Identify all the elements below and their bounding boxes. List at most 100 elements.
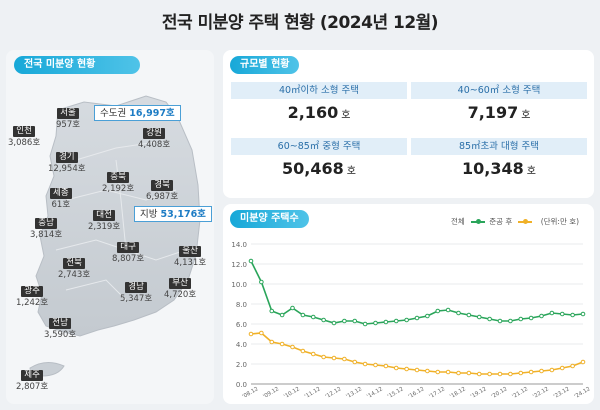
data-point — [549, 310, 555, 316]
data-point — [383, 319, 389, 325]
size-panel: 규모별 현황 40㎡이하 소형 주택 2,160 호 40~60㎡ 소형 주택 7… — [223, 50, 594, 198]
data-point — [259, 279, 264, 285]
data-point — [383, 363, 389, 369]
data-point — [290, 344, 295, 350]
region-jeonnam: 전남 3,590호 — [44, 318, 77, 340]
x-tick-label: '09.12 — [262, 386, 280, 400]
x-tick-label: '17.12 — [428, 386, 446, 400]
data-point — [570, 312, 575, 318]
x-tick-label: '12.12 — [325, 386, 343, 400]
data-point — [342, 318, 347, 324]
y-tick-label: 4.0 — [236, 341, 247, 349]
x-tick-label: '21.12 — [511, 386, 529, 400]
region-gangwon: 강원 4,408호 — [138, 128, 171, 150]
size-cell-60-85: 60~85㎡ 중형 주택 50,468 호 — [231, 138, 407, 196]
data-point — [393, 318, 399, 324]
region-jeju: 제주 2,807호 — [16, 370, 49, 392]
data-point — [321, 317, 326, 323]
data-point — [321, 354, 326, 360]
region-seoul: 서울 957호 — [56, 108, 81, 130]
data-point — [528, 315, 534, 321]
data-point — [404, 317, 409, 323]
page-title: 전국 미분양 주택 현황 (2024년 12월) — [161, 13, 439, 33]
data-point — [456, 310, 461, 316]
data-point — [456, 370, 461, 376]
data-point — [580, 311, 586, 317]
size-cell-value: 10,348 호 — [462, 159, 536, 178]
data-point — [559, 311, 565, 317]
capital-area-callout: 수도권 16,997호 — [94, 105, 181, 121]
y-tick-label: 6.0 — [236, 321, 247, 329]
data-point — [476, 314, 482, 320]
y-tick-label: 2.0 — [236, 361, 247, 369]
data-point — [279, 341, 285, 347]
region-gwangju: 광주 1,242호 — [16, 286, 49, 308]
data-point — [310, 351, 316, 357]
region-chungbuk: 충북 2,192호 — [102, 172, 135, 194]
data-point — [497, 371, 503, 377]
data-point — [300, 348, 306, 354]
x-tick-label: '20.12 — [491, 386, 509, 400]
data-point — [518, 316, 524, 322]
x-tick-label: '18.12 — [449, 386, 467, 400]
y-tick-label: 8.0 — [236, 301, 247, 309]
x-tick-label: '11.12 — [304, 386, 322, 400]
size-cell-label: 85㎡초과 대형 주택 — [411, 138, 587, 155]
region-busan: 부산 4,720호 — [164, 278, 197, 300]
data-point — [559, 365, 565, 371]
region-chungnam: 충남 3,814호 — [30, 218, 63, 240]
data-point — [290, 305, 295, 311]
region-gyeongnam: 경남 5,347호 — [120, 282, 153, 304]
size-cell-under-40: 40㎡이하 소형 주택 2,160 호 — [231, 82, 407, 140]
x-tick-label: '16.12 — [408, 386, 426, 400]
data-point — [331, 320, 337, 326]
x-tick-label: '22.12 — [532, 386, 550, 400]
region-incheon: 인천 3,086호 — [8, 126, 41, 148]
chart-panel-header: 미분양 주택수 — [230, 210, 309, 228]
data-point — [445, 369, 451, 375]
legend-after-swatch — [518, 219, 533, 224]
data-point — [487, 316, 492, 322]
chart-legend: 전체 준공 후 (단위:만 호) — [451, 216, 579, 227]
legend-after-label: 준공 후 — [489, 217, 513, 226]
data-point — [508, 371, 513, 377]
map-panel-header: 전국 미분양 현황 — [14, 56, 140, 74]
data-point — [362, 361, 368, 367]
y-tick-label: 0.0 — [236, 381, 247, 389]
size-cell-value: 7,197 호 — [467, 103, 531, 122]
region-gyeongbuk: 경북 6,987호 — [146, 180, 179, 202]
size-cell-over-85: 85㎡초과 대형 주택 10,348 호 — [411, 138, 587, 196]
y-tick-label: 14.0 — [231, 241, 247, 249]
data-point — [373, 320, 378, 326]
data-point — [414, 367, 420, 373]
data-point — [331, 355, 337, 361]
size-cell-value: 2,160 호 — [287, 103, 351, 122]
data-point — [549, 367, 555, 373]
data-point — [259, 330, 264, 336]
size-cell-label: 40~60㎡ 소형 주택 — [411, 82, 587, 99]
data-point — [248, 258, 254, 264]
region-sejong: 세종 61호 — [50, 188, 72, 210]
data-point — [393, 365, 399, 371]
size-cell-40-60: 40~60㎡ 소형 주택 7,197 호 — [411, 82, 587, 140]
unit-note: (단위:만 호) — [540, 217, 580, 226]
x-tick-label: '10.12 — [283, 386, 301, 400]
data-point — [570, 363, 575, 369]
x-tick-label: '14.12 — [366, 386, 384, 400]
size-panel-header: 규모별 현황 — [230, 56, 300, 74]
data-point — [528, 369, 534, 375]
data-point — [466, 312, 472, 318]
region-jeonbuk: 전북 2,743호 — [58, 258, 91, 280]
data-point — [445, 307, 451, 313]
data-point — [539, 368, 544, 374]
data-point — [352, 318, 358, 324]
x-tick-label: '13.12 — [345, 386, 363, 400]
data-point — [352, 359, 358, 365]
data-point — [580, 359, 586, 365]
data-point — [508, 318, 513, 324]
data-point — [414, 315, 420, 321]
data-point — [279, 312, 285, 318]
data-point — [373, 362, 378, 368]
x-tick-label: '23.12 — [553, 386, 571, 400]
line-chart: 0.02.04.06.08.010.012.014.0'08.12'09.12 '… — [231, 241, 591, 400]
